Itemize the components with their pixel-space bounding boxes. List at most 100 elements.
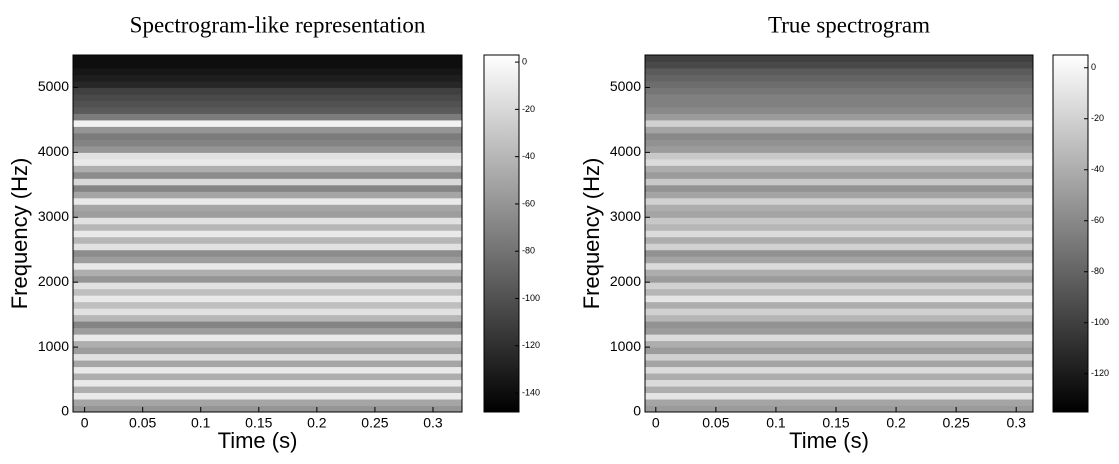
colorbar	[1052, 54, 1089, 413]
y-tick-label: 3000	[610, 208, 641, 224]
heat-row	[73, 191, 462, 199]
heat-row	[73, 295, 462, 303]
heat-row	[645, 87, 1033, 95]
heat-row	[73, 126, 462, 134]
y-tick-label: 0	[633, 403, 641, 419]
x-tick-label: 0.3	[423, 415, 443, 431]
heat-row	[73, 145, 462, 153]
heat-row	[645, 55, 1033, 62]
y-tick-label: 2000	[38, 273, 69, 289]
y-tick-label: 3000	[38, 208, 69, 224]
heat-row	[645, 74, 1033, 82]
heat-row	[645, 405, 1033, 413]
heat-row	[73, 67, 462, 75]
axes-frame	[644, 54, 1034, 413]
heat-row	[645, 373, 1033, 381]
heat-row	[73, 204, 462, 212]
heat-row	[645, 308, 1033, 316]
heat-row	[73, 353, 462, 361]
heat-row	[73, 223, 462, 231]
heat-row	[645, 334, 1033, 342]
heat-row	[73, 158, 462, 166]
heat-row	[645, 139, 1033, 147]
heat-row	[73, 256, 462, 264]
colorbar-tick-label: -80	[522, 246, 535, 256]
heat-row	[73, 217, 462, 225]
colorbar-tick-label: -80	[1091, 266, 1104, 276]
x-tick-label: 0.05	[129, 415, 156, 431]
heat-row	[645, 223, 1033, 231]
heat-row	[645, 145, 1033, 153]
colorbar-tick-label: -140	[522, 387, 540, 397]
heat-row	[73, 275, 462, 283]
y-axis-label: Frequency (Hz)	[579, 158, 604, 310]
heat-row	[645, 301, 1033, 309]
colorbar-tick-label: 0	[1091, 62, 1096, 72]
heat-row	[73, 184, 462, 192]
heat-row	[73, 282, 462, 290]
heat-row	[645, 327, 1033, 335]
heat-row	[645, 249, 1033, 257]
y-tick-label: 1000	[38, 338, 69, 354]
y-tick-label: 4000	[610, 143, 641, 159]
heat-row	[645, 171, 1033, 179]
heat-row	[73, 399, 462, 407]
chart-title: Spectrogram-like representation	[130, 12, 426, 37]
heat-row	[645, 399, 1033, 407]
heat-row	[645, 126, 1033, 134]
colorbar-tick-label: -100	[522, 293, 540, 303]
heat-row	[73, 405, 462, 413]
heat-row	[73, 113, 462, 121]
heat-row	[645, 236, 1033, 244]
heat-row	[645, 353, 1033, 361]
heat-row	[645, 100, 1033, 108]
x-tick-label: 0.25	[361, 415, 388, 431]
colorbar-tick-label: -120	[1091, 368, 1109, 378]
colorbar-tick-label: -20	[1091, 113, 1104, 123]
heat-row	[645, 321, 1033, 329]
colorbar	[483, 54, 520, 413]
colorbar-tick-label: 0	[522, 56, 527, 66]
heat-row	[73, 55, 462, 62]
heat-row	[73, 93, 462, 101]
colorbar-tick-label: -20	[522, 104, 535, 114]
y-tick-label: 0	[61, 403, 69, 419]
heat-row	[645, 314, 1033, 322]
heat-row	[645, 347, 1033, 355]
x-tick-label: 0.15	[822, 415, 849, 431]
heat-row	[73, 379, 462, 387]
heat-row	[73, 360, 462, 368]
heat-row	[73, 132, 462, 140]
heat-row	[73, 80, 462, 88]
heat-row	[645, 113, 1033, 121]
heat-row	[645, 178, 1033, 186]
heat-row	[73, 288, 462, 296]
heat-row	[73, 327, 462, 335]
heat-row	[73, 392, 462, 400]
heat-row	[645, 165, 1033, 173]
y-tick-label: 2000	[610, 273, 641, 289]
heat-row	[645, 80, 1033, 88]
heat-row	[73, 308, 462, 316]
heat-row	[73, 165, 462, 173]
heat-row	[645, 217, 1033, 225]
colorbar-tick-label: -60	[1091, 215, 1104, 225]
x-tick-label: 0.2	[307, 415, 327, 431]
heat-row	[645, 288, 1033, 296]
heat-row	[645, 366, 1033, 374]
heat-row	[73, 236, 462, 244]
heat-row	[645, 392, 1033, 400]
heat-row	[73, 386, 462, 394]
heat-row	[73, 119, 462, 127]
heat-row	[645, 184, 1033, 192]
x-tick-label: 0	[652, 415, 660, 431]
heat-row	[73, 340, 462, 348]
x-tick-label: 0.3	[1006, 415, 1026, 431]
heat-row	[645, 191, 1033, 199]
heat-row	[73, 366, 462, 374]
x-tick-label: 0.2	[886, 415, 906, 431]
heat-row	[73, 74, 462, 82]
colorbar-tick-label: -60	[522, 198, 535, 208]
x-tick-label: 0.1	[766, 415, 786, 431]
